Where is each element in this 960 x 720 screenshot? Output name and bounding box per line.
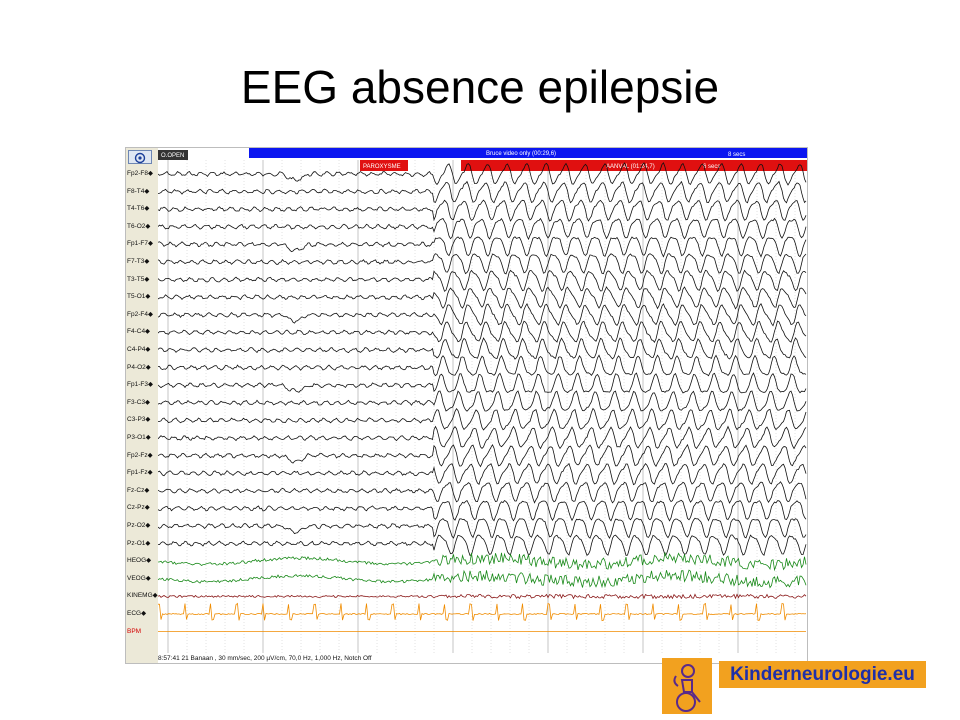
trace-fp2-fz — [158, 443, 807, 468]
paroxysm-tag-label: PAROXYSME — [363, 164, 401, 170]
trace-veog — [158, 569, 807, 589]
seizure-bar-label: AANVAL (01:24,7) — [606, 164, 655, 170]
channel-label-column: Fp2-F8◆ F8-T4◆ T4-T6◆ T6-O2◆ Fp1-F7◆ F7-T3◆ T3… — [126, 148, 158, 663]
seizure-bar-duration: 6 secs — [703, 164, 720, 170]
trace-kinemg — [158, 593, 807, 600]
channel-label-f3-c3: F3-C3◆ — [127, 398, 151, 406]
trace-t4-t6 — [158, 199, 807, 222]
channel-label-fp2-f8: Fp2-F8◆ — [127, 170, 153, 177]
channel-label-f7-t3: F7-T3◆ — [127, 258, 150, 265]
video-bar — [249, 148, 807, 158]
trace-t5-o1 — [158, 286, 807, 310]
channel-label-ecg: ECG◆ — [127, 610, 147, 617]
channel-label-t6-o2: T6-O2◆ — [127, 222, 151, 230]
logo: Kinderneurologie.eu — [662, 658, 926, 714]
channel-label-veog: VEOG◆ — [127, 574, 151, 582]
eeg-viewer: Fp2-F8◆ F8-T4◆ T4-T6◆ T6-O2◆ Fp1-F7◆ F7-T3◆ T3… — [125, 147, 808, 664]
trace-t3-t5 — [158, 269, 807, 293]
video-bar-label: Bruce video only (00:29,6) — [486, 151, 556, 157]
trace-fp1-f7 — [158, 236, 807, 258]
channel-label-t5-o1: T5-O1◆ — [127, 293, 151, 301]
trace-fp2-f8 — [158, 162, 807, 186]
event-tag-label: O.OPEN — [161, 153, 184, 159]
channel-label-cz-pz: Cz-Pz◆ — [127, 504, 150, 512]
trace-p3-o1 — [158, 425, 807, 450]
trace-f8-t4 — [158, 180, 807, 204]
channel-label-pz-o1: Pz-O1◆ — [127, 539, 151, 547]
channel-label-fz-cz: Fz-Cz◆ — [127, 486, 150, 494]
channel-label-fp2-f4: Fp2-F4◆ — [127, 310, 153, 318]
trace-c3-p3 — [158, 407, 807, 431]
trace-f4-c4 — [158, 320, 807, 343]
trace-heog — [158, 552, 807, 572]
channel-label-fp1-f7: Fp1-F7◆ — [127, 240, 153, 248]
trace-fz-cz — [158, 481, 807, 504]
channel-label-fp1-fz: Fp1-Fz◆ — [127, 469, 153, 477]
child-wheelchair-logo-icon — [662, 658, 712, 714]
trace-ecg — [158, 602, 807, 622]
event-tag-box — [158, 150, 188, 160]
trace-f3-c3 — [158, 390, 807, 412]
trace-cz-pz — [158, 500, 807, 522]
trace-fp2-f4 — [158, 303, 807, 327]
channel-label-p4-o2: P4-O2◆ — [127, 363, 151, 371]
channel-label-bpm: BPM — [127, 627, 142, 635]
target-button[interactable] — [128, 150, 152, 164]
eeg-trace-area: O.OPEN Bruce video only (00:29,6) 8 secs… — [158, 148, 807, 653]
trace-t6-o2 — [158, 217, 807, 241]
channel-label-t3-t5: T3-T5◆ — [127, 275, 150, 283]
channel-label-fp1-f3: Fp1-F3◆ — [127, 381, 153, 389]
channel-label-kinemg: KINEMG◆ — [127, 592, 158, 600]
time-grid — [167, 160, 796, 653]
trace-fp1-f3 — [158, 372, 807, 394]
channel-label-f4-c4: F4-C4◆ — [127, 328, 151, 336]
channel-label-f8-t4: F8-T4◆ — [127, 187, 150, 195]
channel-label-t4-t6: T4-T6◆ — [127, 205, 150, 213]
channel-label-c3-p3: C3-P3◆ — [127, 416, 151, 424]
channel-label-fp2-fz: Fp2-Fz◆ — [127, 451, 153, 459]
logo-text: Kinderneurologie.eu — [730, 664, 915, 685]
status-line: 8:57:41 21 Banaan , 30 mm/sec, 200 µV/cm… — [158, 655, 372, 662]
trace-pz-o2 — [158, 517, 807, 539]
trace-pz-o1 — [158, 534, 807, 557]
waveforms — [158, 162, 807, 632]
target-icon — [134, 152, 146, 164]
channel-label-p3-o1: P3-O1◆ — [127, 434, 151, 441]
annotation-bars: O.OPEN Bruce video only (00:29,6) 8 secs… — [158, 148, 807, 171]
channel-label-c4-p4: C4-P4◆ — [127, 346, 151, 353]
trace-f7-t3 — [158, 253, 807, 275]
channel-label-heog: HEOG◆ — [127, 557, 152, 565]
trace-c4-p4 — [158, 337, 807, 360]
slide-title: EEG absence epilepsie — [240, 61, 720, 113]
paroxysm-tag-box — [360, 160, 408, 171]
trace-p4-o2 — [158, 354, 807, 377]
channel-label-pz-o2: Pz-O2◆ — [127, 522, 151, 529]
seizure-bar — [461, 160, 807, 171]
trace-fp1-fz — [158, 462, 807, 486]
logo-text-box: Kinderneurologie.eu — [719, 661, 926, 688]
video-bar-duration: 8 secs — [728, 152, 745, 158]
